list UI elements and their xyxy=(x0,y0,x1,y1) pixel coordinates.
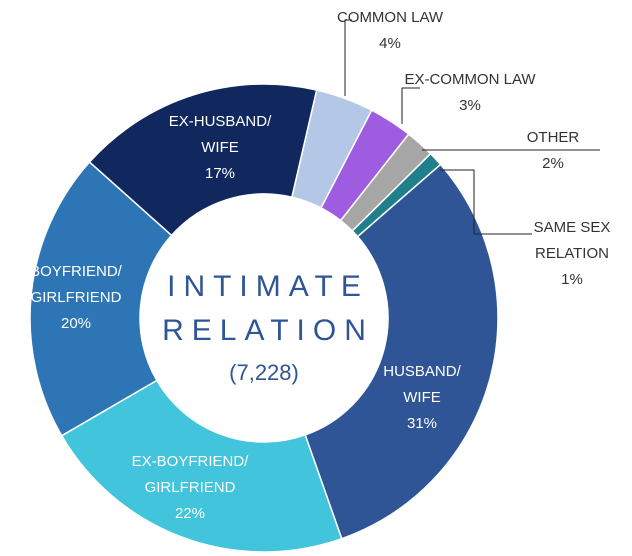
value-label: 4% xyxy=(379,35,401,52)
labels: COMMON LAW 4% EX-COMMON LAW 3% OTHER 2% SAME S… xyxy=(30,9,610,522)
slice-label: OTHER xyxy=(527,129,580,146)
slice-label: GIRLFRIEND xyxy=(145,479,236,496)
slice-label: WIFE xyxy=(403,389,441,406)
value-label: 22% xyxy=(175,505,205,522)
leader-line xyxy=(344,19,352,96)
leader-line xyxy=(440,169,532,235)
slice-label: EX-COMMON LAW xyxy=(404,71,536,88)
center-title: RELATION xyxy=(162,314,374,347)
slice-label: BOYFRIEND/ xyxy=(30,263,123,280)
value-label: 31% xyxy=(407,415,437,432)
slice-label: EX-HUSBAND/ xyxy=(169,113,272,130)
slice xyxy=(88,83,318,237)
center-total: (7,228) xyxy=(229,360,299,385)
value-label: 2% xyxy=(542,155,564,172)
slice xyxy=(29,160,173,437)
slices xyxy=(29,83,499,553)
value-label: 3% xyxy=(459,97,481,114)
value-label: 17% xyxy=(205,165,235,182)
value-label: 1% xyxy=(561,271,583,288)
value-label: 20% xyxy=(61,315,91,332)
slice-label: RELATION xyxy=(535,245,609,262)
slice xyxy=(60,379,343,553)
leader-line xyxy=(401,87,420,124)
slice-label: HUSBAND/ xyxy=(383,363,461,380)
slice-label: COMMON LAW xyxy=(337,9,444,26)
center-title: INTIMATE xyxy=(167,270,369,303)
slice xyxy=(304,163,499,540)
slice-label: GIRLFRIEND xyxy=(31,289,122,306)
slice-label: EX-BOYFRIEND/ xyxy=(132,453,250,470)
slice-label: WIFE xyxy=(201,139,239,156)
slice-label: SAME SEX xyxy=(534,219,611,236)
